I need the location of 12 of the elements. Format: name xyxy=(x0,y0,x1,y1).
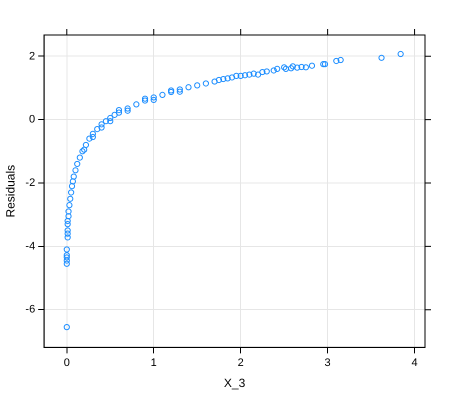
y-tick-label: 2 xyxy=(29,50,36,62)
y-tick-label: -6 xyxy=(25,304,36,316)
y-axis-title: Residuals xyxy=(4,164,18,218)
x-tick-label: 0 xyxy=(64,357,70,370)
x-tick-label: 4 xyxy=(412,357,418,370)
y-tick-label: -4 xyxy=(25,240,36,252)
x-tick-label: 1 xyxy=(150,357,157,370)
x-tick-label: 2 xyxy=(238,357,244,370)
y-tick-label: -2 xyxy=(25,176,36,189)
x-tick-label: 3 xyxy=(324,357,331,370)
y-tick-label: 0 xyxy=(29,114,36,126)
x-axis-title: X_3 xyxy=(224,376,246,390)
